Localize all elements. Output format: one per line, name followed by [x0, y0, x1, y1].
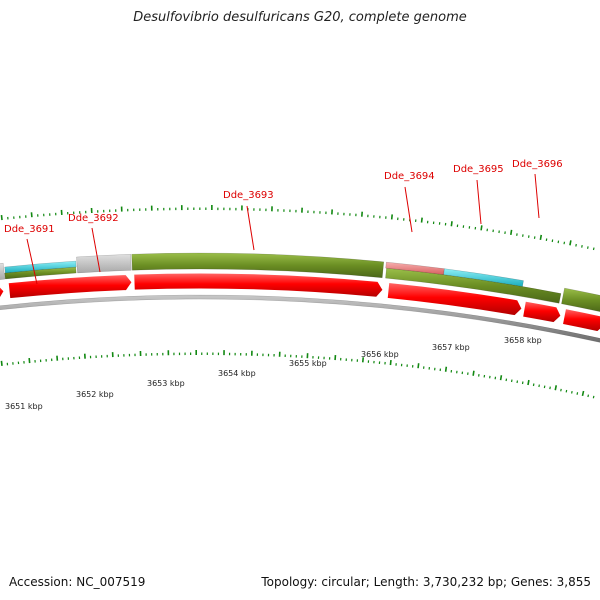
kbp-label: 3657 kbp [432, 343, 470, 352]
cds-arrow [7, 273, 133, 300]
inner-tick-mark [417, 363, 420, 369]
outer-tick-mark [509, 229, 513, 235]
cds-arrow [0, 286, 5, 300]
inner-tick-mark [592, 395, 595, 399]
inner-tick-mark [499, 375, 503, 381]
gene-label: Dde_3695 [453, 164, 504, 175]
inner-tick-mark [554, 385, 558, 391]
feature-band [4, 260, 77, 274]
inner-tick-mark [0, 360, 3, 366]
leader-line [534, 173, 540, 219]
kbp-label: 3652 kbp [76, 390, 114, 399]
cds-arrow [133, 272, 384, 298]
leader-line [26, 238, 38, 285]
leader-line [404, 186, 413, 233]
feature-band [385, 267, 562, 304]
kbp-label: 3658 kbp [504, 336, 542, 345]
topology-label: Topology: circular; Length: 3,730,232 bp… [261, 575, 591, 589]
genome-backbone [0, 294, 600, 343]
feature-band [443, 268, 524, 287]
kbp-label: 3654 kbp [218, 369, 256, 378]
inner-tick-mark [472, 370, 475, 376]
inner-tick-mark [389, 359, 392, 366]
inner-tick-mark [527, 379, 530, 386]
leader-line [476, 179, 482, 225]
kbp-label: 3656 kbp [361, 350, 399, 359]
leader-line [246, 205, 255, 251]
leader-line [91, 227, 101, 273]
gene-label: Dde_3691 [4, 224, 55, 235]
feature-band [0, 262, 6, 280]
outer-tick-mark [569, 240, 572, 246]
outer-tick-mark [0, 214, 3, 221]
inner-tick-mark [565, 389, 568, 393]
kbp-label: 3655 kbp [289, 359, 327, 368]
gene-label: Dde_3693 [223, 190, 274, 201]
kbp-label: 3651 kbp [5, 402, 43, 411]
gene-label: Dde_3694 [384, 171, 435, 182]
kbp-label: 3653 kbp [147, 379, 185, 388]
feature-band [561, 287, 600, 312]
feature-band [131, 252, 385, 279]
feature-band [76, 253, 132, 274]
map-title: Desulfovibrio desulfuricans G20, complet… [133, 10, 467, 25]
inner-tick-mark [576, 392, 579, 395]
inner-tick-mark [571, 390, 573, 394]
outer-tick-mark [480, 225, 483, 231]
gene-label: Dde_3692 [68, 213, 119, 224]
inner-tick-mark [587, 394, 590, 398]
outer-tick-mark [592, 247, 595, 251]
inner-tick-mark [581, 390, 585, 397]
inner-tick-mark [444, 366, 448, 372]
outer-tick-mark [450, 221, 453, 227]
gene-label: Dde_3696 [512, 159, 563, 170]
cds-arrow [386, 281, 523, 317]
outer-tick-mark [420, 217, 423, 223]
accession-label: Accession: NC_007519 [9, 575, 146, 589]
cds-arrow [561, 308, 600, 333]
outer-tick-mark [539, 234, 543, 241]
cds-arrow [522, 300, 562, 324]
feature-band [4, 266, 77, 280]
